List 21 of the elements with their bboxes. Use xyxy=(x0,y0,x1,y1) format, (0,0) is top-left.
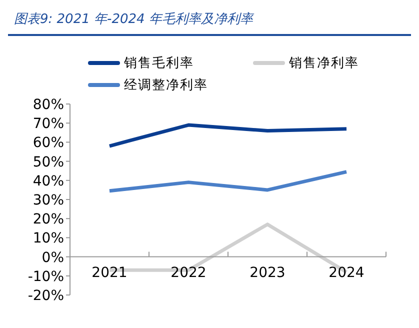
legend-label: 经调整净利率 xyxy=(124,77,208,94)
y-tick-label: 40% xyxy=(32,173,64,190)
y-tick-label: 30% xyxy=(32,192,64,208)
chart-title: 图表9: 2021 年-2024 年毛利率及净利率 xyxy=(8,8,411,36)
legend-label: 销售毛利率 xyxy=(124,55,194,72)
y-tick-label: -20% xyxy=(28,288,64,304)
y-tick-label: 10% xyxy=(32,230,64,247)
x-tick-label: 2021 xyxy=(92,264,128,281)
y-tick-label: 60% xyxy=(32,135,64,152)
y-tick-label: 80% xyxy=(32,96,64,113)
y-tick-label: 50% xyxy=(32,154,64,170)
x-tick-label: 2024 xyxy=(328,264,364,281)
y-tick-label: 20% xyxy=(32,212,64,228)
line-series xyxy=(108,123,348,148)
y-tick-label: 0% xyxy=(42,250,64,266)
line-series xyxy=(108,170,348,193)
legend-label: 销售净利率 xyxy=(289,55,359,72)
y-tick-label: -10% xyxy=(28,268,64,285)
y-tick-label: 70% xyxy=(32,116,64,132)
x-tick-label: 2023 xyxy=(250,264,286,281)
x-tick-label: 2022 xyxy=(170,264,206,281)
